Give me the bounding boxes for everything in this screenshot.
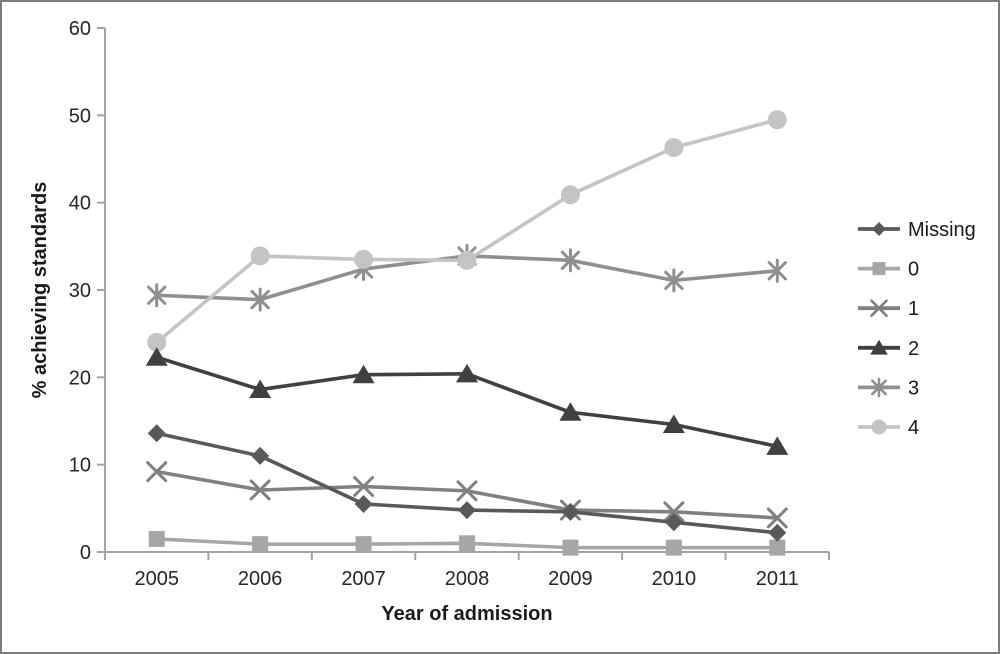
circle-marker [871, 419, 887, 435]
x-tick-label: 2009 [548, 568, 593, 590]
circle-marker [354, 249, 374, 269]
asterisk-marker [767, 258, 787, 283]
y-tick-label: 20 [69, 367, 91, 389]
series-1 [146, 461, 788, 529]
circle-marker [147, 332, 167, 352]
legend: Missing 0 1 2 3 4 [858, 219, 976, 439]
x-marker [353, 476, 375, 497]
square-marker [769, 539, 786, 556]
diamond-marker [872, 222, 886, 236]
series-4 [147, 110, 787, 352]
asterisk-marker [871, 377, 887, 398]
diamond-marker [664, 513, 683, 532]
x-tick-label: 2006 [238, 568, 283, 590]
y-tick-label: 60 [69, 18, 91, 40]
legend-item: 4 [858, 417, 919, 439]
square-marker [665, 539, 682, 556]
diamond-marker [458, 501, 476, 520]
y-tick-label: 30 [69, 280, 91, 302]
y-tick-label: 50 [69, 105, 91, 127]
plot-area [145, 110, 789, 556]
series-0 [148, 530, 786, 556]
legend-label: 2 [908, 338, 919, 360]
x-marker [146, 461, 168, 483]
x-marker [456, 480, 478, 502]
legend-item: Missing [858, 219, 976, 241]
triangle-marker [766, 436, 789, 455]
square-marker [872, 262, 886, 276]
triangle-marker [456, 363, 478, 383]
legend-item: 2 [858, 338, 919, 360]
asterisk-marker [250, 287, 270, 312]
triangle-marker [559, 402, 582, 421]
square-marker [562, 539, 579, 556]
x-marker [249, 479, 271, 501]
diamond-marker [354, 494, 373, 513]
x-tick-label: 2008 [445, 568, 490, 590]
triangle-marker [352, 364, 375, 384]
x-marker [663, 501, 685, 523]
y-tick-label: 0 [80, 542, 91, 564]
diamond-marker [147, 424, 166, 443]
x-tick-label: 2011 [756, 568, 799, 590]
legend-label: 0 [908, 259, 919, 281]
y-axis-title: % achieving standards [29, 182, 51, 399]
series-line [154, 117, 780, 345]
circle-marker [457, 250, 477, 270]
asterisk-marker [664, 268, 684, 293]
y-tick-label: 10 [69, 455, 91, 477]
series-2 [145, 347, 789, 455]
square-marker [252, 536, 269, 553]
legend-item: 1 [858, 298, 919, 320]
diamond-marker [251, 446, 270, 465]
legend-item: 3 [858, 377, 919, 399]
circle-marker [560, 185, 580, 205]
x-marker [870, 299, 888, 317]
x-tick-label: 2007 [341, 568, 386, 590]
y-tick-label: 40 [69, 193, 91, 215]
x-axis-title: Year of admission [381, 603, 552, 625]
legend-item: 0 [858, 259, 919, 281]
axes: 0 10 20 30 40 50 60 2005 2006 2007 2008 2009 2010 201… [69, 18, 830, 590]
square-marker [355, 536, 372, 553]
legend-label: 4 [908, 417, 919, 439]
square-marker [148, 530, 165, 547]
circle-marker [664, 138, 684, 158]
legend-label: 1 [908, 298, 919, 320]
triangle-marker [662, 414, 685, 433]
triangle-marker [870, 339, 888, 355]
triangle-marker [145, 347, 168, 366]
series-missing [147, 424, 787, 542]
triangle-marker [249, 379, 272, 399]
diamond-marker [561, 502, 580, 521]
diamond-marker [768, 523, 787, 542]
square-marker [459, 535, 475, 552]
circle-marker [767, 110, 787, 130]
x-tick-label: 2005 [134, 568, 179, 590]
legend-label: Missing [908, 219, 976, 241]
legend-label: 3 [908, 377, 919, 399]
x-marker [766, 507, 788, 529]
asterisk-marker [560, 248, 581, 273]
asterisk-marker [147, 283, 167, 308]
x-tick-label: 2010 [652, 568, 697, 590]
circle-marker [250, 246, 270, 266]
